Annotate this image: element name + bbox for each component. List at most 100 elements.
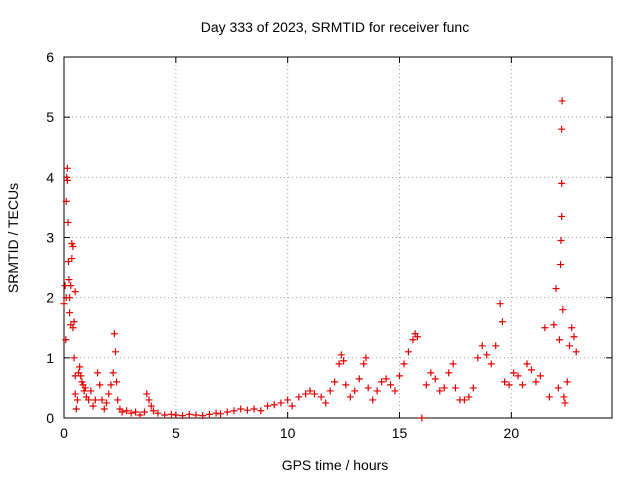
data-point — [360, 360, 368, 368]
data-point — [519, 381, 527, 389]
data-point — [418, 414, 426, 422]
data-point — [311, 390, 319, 398]
data-point — [373, 387, 381, 395]
data-point — [346, 393, 354, 401]
data-point — [449, 360, 457, 368]
data-point — [532, 378, 540, 386]
data-point — [237, 405, 245, 413]
data-point — [114, 396, 122, 404]
data-point — [199, 412, 207, 420]
data-point — [147, 402, 155, 410]
data-point — [342, 381, 350, 389]
data-point — [391, 387, 399, 395]
data-point — [554, 384, 562, 392]
axis-ticks — [63, 56, 612, 419]
data-point — [322, 399, 330, 407]
data-point — [563, 378, 571, 386]
data-point — [369, 396, 377, 404]
y-tick-label: 6 — [46, 49, 54, 65]
data-point — [306, 387, 314, 395]
data-point — [76, 363, 84, 371]
data-point — [302, 390, 310, 398]
data-point — [431, 375, 439, 383]
data-point — [400, 360, 408, 368]
data-point — [87, 387, 95, 395]
data-point — [66, 294, 74, 302]
data-point — [545, 393, 553, 401]
data-point — [326, 387, 334, 395]
data-point — [172, 411, 180, 419]
data-point — [102, 399, 110, 407]
data-point — [337, 351, 345, 359]
data-point — [570, 333, 578, 341]
y-tick-labels: 0 1 2 3 4 5 6 — [46, 49, 54, 426]
data-points — [60, 97, 580, 422]
data-point — [105, 390, 113, 398]
data-point — [460, 396, 468, 404]
data-point — [560, 393, 568, 401]
data-point — [230, 407, 238, 415]
data-point — [422, 381, 430, 389]
data-point — [409, 336, 417, 344]
data-point — [288, 402, 296, 410]
data-point — [492, 342, 500, 350]
data-point — [559, 306, 567, 314]
data-point — [110, 330, 118, 338]
data-point — [69, 243, 77, 251]
data-point — [107, 381, 115, 389]
data-point — [378, 378, 386, 386]
data-point — [335, 360, 343, 368]
data-point — [73, 396, 81, 404]
data-point — [96, 381, 104, 389]
y-tick-label: 3 — [46, 230, 54, 246]
data-point — [413, 333, 421, 341]
y-axis-label: SRMTID / TECUs — [5, 183, 21, 293]
data-point — [552, 285, 560, 293]
data-point — [212, 409, 220, 417]
data-point — [340, 357, 348, 365]
data-point — [514, 372, 522, 380]
data-point — [527, 366, 535, 374]
data-point — [541, 324, 549, 332]
data-point — [69, 324, 77, 332]
data-point — [81, 384, 89, 392]
data-point — [71, 390, 79, 398]
data-point — [351, 387, 359, 395]
data-point — [478, 342, 486, 350]
data-point — [536, 372, 544, 380]
x-axis-label: GPS time / hours — [282, 457, 389, 473]
data-point — [257, 407, 265, 415]
data-point — [136, 411, 144, 419]
data-point — [557, 261, 565, 269]
y-tick-label: 4 — [46, 169, 54, 185]
data-point — [331, 378, 339, 386]
data-point — [179, 412, 187, 420]
data-point — [77, 372, 85, 380]
data-point — [558, 97, 566, 105]
data-point — [362, 354, 370, 362]
data-point — [192, 411, 200, 419]
data-point — [161, 411, 169, 419]
chart-title: Day 333 of 2023, SRMTID for receiver fun… — [201, 19, 469, 35]
data-point — [523, 360, 531, 368]
data-point — [149, 407, 157, 415]
data-point — [223, 408, 231, 416]
data-point — [66, 309, 74, 317]
data-point — [295, 393, 303, 401]
data-point — [123, 407, 131, 415]
data-point — [317, 393, 325, 401]
data-point — [436, 387, 444, 395]
data-point — [85, 396, 93, 404]
data-point — [387, 381, 395, 389]
data-point — [496, 300, 504, 308]
data-point — [487, 360, 495, 368]
data-point — [132, 408, 140, 416]
data-point — [501, 378, 509, 386]
data-point — [118, 408, 126, 416]
x-tick-label: 10 — [280, 425, 296, 441]
data-point — [167, 410, 175, 418]
data-point — [62, 197, 70, 205]
data-point — [78, 378, 86, 386]
data-point — [558, 212, 566, 220]
